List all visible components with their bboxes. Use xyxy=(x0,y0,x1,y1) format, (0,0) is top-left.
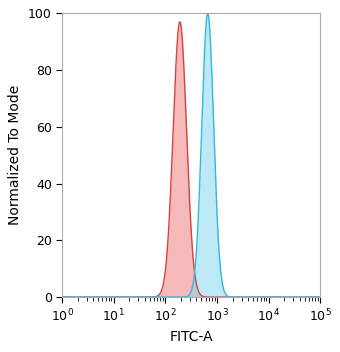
Y-axis label: Normalized To Mode: Normalized To Mode xyxy=(8,85,22,225)
X-axis label: FITC-A: FITC-A xyxy=(169,330,213,344)
